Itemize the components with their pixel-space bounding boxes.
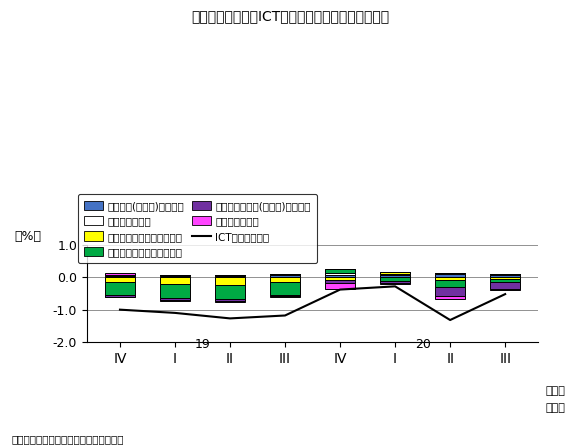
Bar bbox=[490, 282, 520, 289]
Bar bbox=[215, 285, 245, 299]
Legend: 電算機類(含部品)・寄与度, 通信機・寄与度, 半導体等電子部品・寄与度, 半導体等製造装置・寄与度, 音響・映像機器(含部品)・寄与度, その他・寄与度, I: 電算機類(含部品)・寄与度, 通信機・寄与度, 半導体等電子部品・寄与度, 半導… bbox=[78, 194, 317, 264]
Bar bbox=[435, 274, 465, 277]
Bar bbox=[325, 280, 355, 283]
Bar bbox=[435, 296, 465, 299]
Bar bbox=[435, 273, 465, 274]
Bar bbox=[380, 275, 410, 277]
Bar bbox=[435, 287, 465, 296]
Bar bbox=[160, 277, 190, 284]
Bar bbox=[490, 275, 520, 277]
Bar bbox=[105, 282, 135, 295]
Bar bbox=[380, 277, 410, 281]
Bar bbox=[325, 268, 355, 273]
Bar bbox=[215, 276, 245, 277]
Bar bbox=[270, 296, 300, 297]
Bar bbox=[380, 281, 410, 283]
Bar bbox=[160, 298, 190, 300]
Bar bbox=[490, 279, 520, 282]
Bar bbox=[105, 275, 135, 276]
Bar bbox=[215, 277, 245, 285]
Bar bbox=[160, 284, 190, 298]
Bar bbox=[105, 277, 135, 282]
Bar bbox=[270, 295, 300, 296]
Bar bbox=[380, 273, 410, 274]
Bar bbox=[215, 299, 245, 301]
Text: （出所）財務省「貿易統計」から作成。: （出所）財務省「貿易統計」から作成。 bbox=[12, 434, 124, 444]
Bar bbox=[270, 282, 300, 295]
Bar bbox=[325, 273, 355, 275]
Text: （期）: （期） bbox=[545, 387, 565, 396]
Bar bbox=[325, 283, 355, 289]
Text: 20: 20 bbox=[415, 338, 430, 351]
Bar bbox=[160, 276, 190, 277]
Bar bbox=[105, 276, 135, 277]
Bar bbox=[160, 300, 190, 301]
Bar bbox=[270, 274, 300, 275]
Bar bbox=[215, 301, 245, 302]
Text: 19: 19 bbox=[195, 338, 211, 351]
Bar bbox=[270, 275, 300, 277]
Bar bbox=[270, 277, 300, 282]
Bar bbox=[325, 275, 355, 277]
Bar bbox=[435, 280, 465, 287]
Bar bbox=[490, 289, 520, 290]
Bar bbox=[435, 277, 465, 280]
Text: （年）: （年） bbox=[545, 403, 565, 413]
Text: （%）: （%） bbox=[15, 230, 42, 243]
Bar bbox=[215, 275, 245, 276]
Bar bbox=[490, 277, 520, 279]
Text: 輸出総額に占めるICT関連輸出（品目別）の寄与度: 輸出総額に占めるICT関連輸出（品目別）の寄与度 bbox=[191, 9, 389, 23]
Bar bbox=[105, 273, 135, 275]
Bar bbox=[325, 277, 355, 280]
Bar bbox=[380, 283, 410, 285]
Bar bbox=[380, 274, 410, 275]
Bar bbox=[490, 274, 520, 275]
Bar bbox=[160, 275, 190, 276]
Bar bbox=[105, 295, 135, 297]
